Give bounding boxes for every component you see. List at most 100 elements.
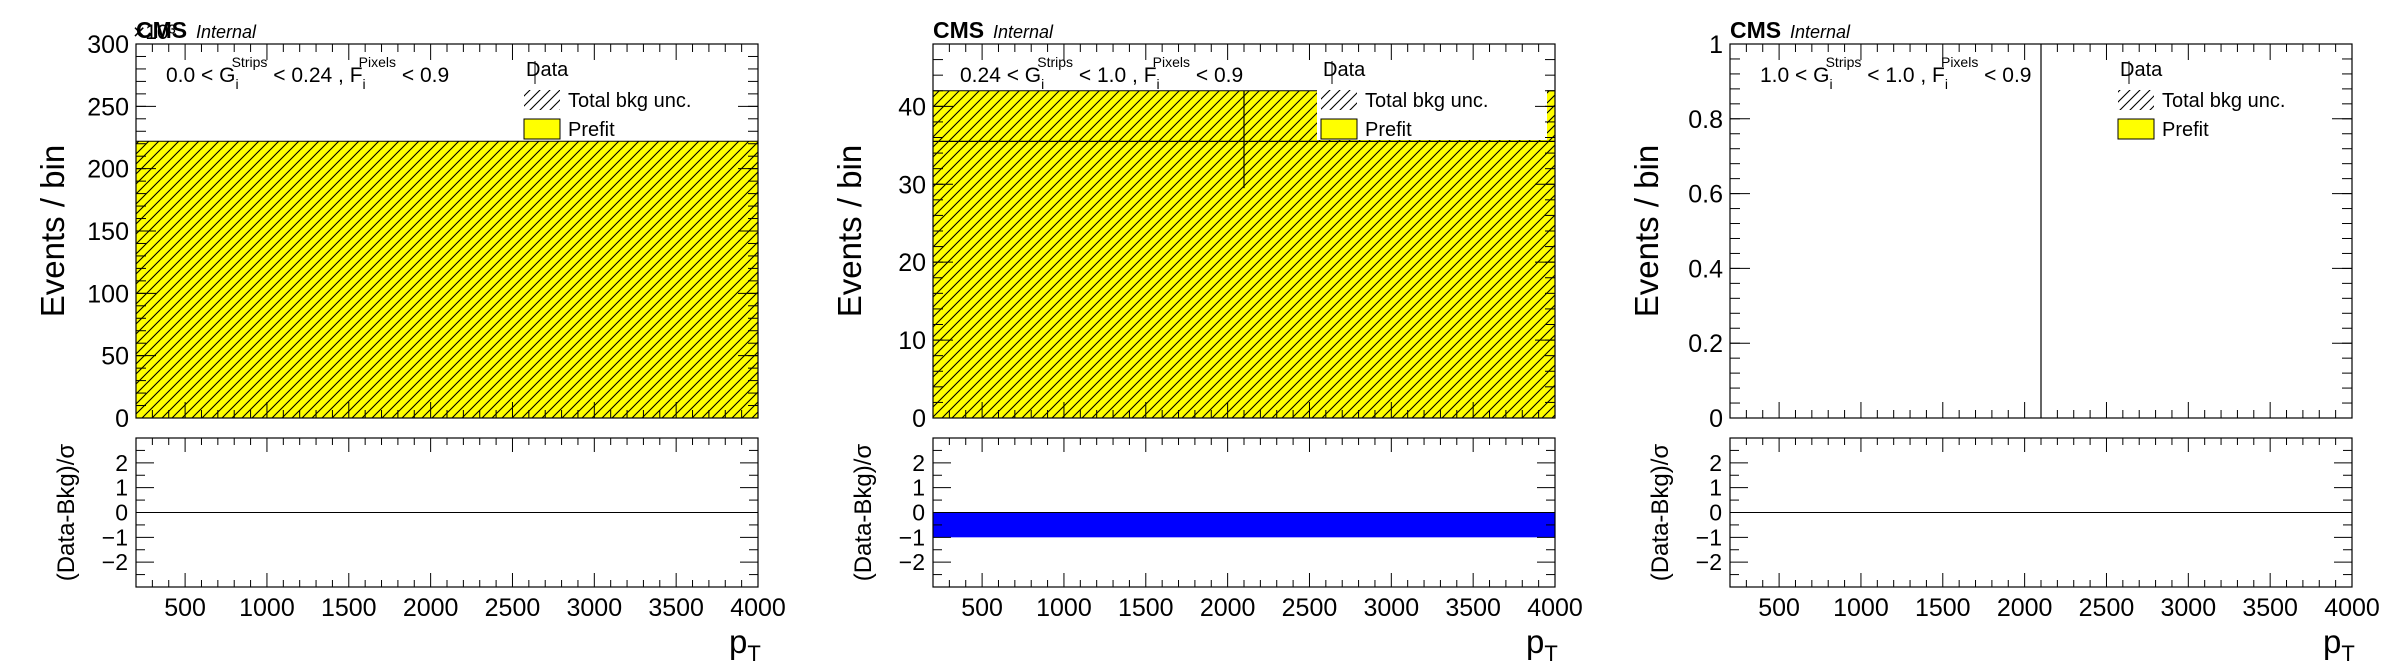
- region-label: 1.0 < GiStrips < 1.0 , FiPixels < 0.9: [1760, 54, 2031, 92]
- region-g-sup: Strips: [232, 54, 268, 70]
- cms-label: CMS: [933, 17, 984, 43]
- region-post: < 0.9: [1190, 64, 1243, 87]
- x-axis-title-main: p: [1526, 623, 1544, 660]
- legend-unc-swatch: [524, 90, 560, 110]
- ratio-y-tick-label-3: 1: [1709, 475, 1722, 501]
- panel-3: Data Total bkg unc. Prefit 1.0 < Gi Strips <…: [1628, 17, 2380, 666]
- region-g-sub: i: [1829, 76, 1832, 92]
- legend-data-label: Data: [2120, 59, 2163, 81]
- y-tick-label-0: 0: [115, 405, 129, 433]
- y-exponent: ×10³: [133, 21, 176, 44]
- x-tick-label-0: 500: [1758, 594, 1800, 622]
- region-post: < 0.9: [396, 64, 449, 87]
- x-axis-title-sub: T: [1544, 641, 1557, 666]
- ratio-y-tick-label-4: 2: [1709, 450, 1722, 476]
- x-tick-label-7: 4000: [2324, 594, 2380, 622]
- y-axis-title: Events / bin: [34, 145, 71, 317]
- internal-label: Internal: [993, 22, 1054, 42]
- region-f-sub: i: [363, 76, 366, 92]
- x-tick-label-4: 2500: [485, 594, 541, 622]
- x-axis-title: pT: [2323, 623, 2355, 666]
- legend-prefit-label: Prefit: [2162, 119, 2209, 141]
- region-mid: < 0.24 , F: [267, 64, 362, 87]
- ratio-y-tick-label-2: 0: [912, 500, 925, 526]
- y-tick-label-0: 0: [912, 405, 926, 433]
- x-tick-label-5: 3000: [567, 594, 623, 622]
- ratio-y-axis-title: (Data-Bkg)/σ: [850, 444, 877, 582]
- region-f-sub: i: [1157, 76, 1160, 92]
- ratio-y-tick-label-4: 2: [115, 450, 128, 476]
- ratio-y-tick-label-3: 1: [912, 475, 925, 501]
- x-axis-title-main: p: [729, 623, 747, 660]
- region-pre: 1.0 < G: [1760, 64, 1829, 87]
- cms-label: CMS: [1730, 17, 1781, 43]
- x-tick-label-1: 1000: [239, 594, 295, 622]
- legend-prefit-label: Prefit: [568, 119, 615, 141]
- cms-label: CMS: [136, 17, 187, 43]
- legend-unc-label: Total bkg unc.: [568, 90, 691, 112]
- x-tick-label-1: 1000: [1036, 594, 1092, 622]
- bkg-unc-band-0: [136, 141, 758, 419]
- x-tick-label-0: 500: [961, 594, 1003, 622]
- x-tick-label-2: 1500: [321, 594, 377, 622]
- region-f-sup: Pixels: [1153, 54, 1190, 70]
- pull-bar-0: [933, 512, 1555, 538]
- y-tick-label-2: 100: [87, 280, 129, 308]
- x-axis-title-main: p: [2323, 623, 2341, 660]
- y-tick-label-4: 0.8: [1688, 106, 1723, 134]
- legend-prefit-swatch: [2117, 118, 2155, 140]
- y-tick-label-5: 1: [1709, 31, 1723, 59]
- x-tick-label-2: 1500: [1915, 594, 1971, 622]
- y-tick-label-3: 0.6: [1688, 181, 1723, 209]
- ratio-y-tick-label-0: −2: [102, 549, 128, 575]
- y-tick-label-3: 150: [87, 218, 129, 246]
- legend-unc-swatch: [1321, 90, 1357, 110]
- y-tick-label-6: 300: [87, 31, 129, 59]
- x-tick-label-6: 3500: [2242, 594, 2298, 622]
- legend-unc-swatch: [2118, 90, 2154, 110]
- ratio-y-tick-label-3: 1: [115, 475, 128, 501]
- x-axis-title: pT: [1526, 623, 1558, 666]
- x-tick-label-4: 2500: [1282, 594, 1338, 622]
- x-tick-label-3: 2000: [1200, 594, 1256, 622]
- legend-data-label: Data: [526, 59, 569, 81]
- y-tick-label-1: 50: [101, 343, 129, 371]
- legend-prefit-swatch: [523, 118, 561, 140]
- x-tick-label-1: 1000: [1833, 594, 1889, 622]
- ratio-y-tick-label-0: −2: [1696, 549, 1722, 575]
- legend-unc-label: Total bkg unc.: [1365, 90, 1488, 112]
- y-axis-title: Events / bin: [831, 145, 868, 317]
- ratio-y-axis-title: (Data-Bkg)/σ: [1647, 444, 1674, 582]
- legend-unc-label: Total bkg unc.: [2162, 90, 2285, 112]
- region-g-sub: i: [235, 76, 238, 92]
- y-tick-label-2: 0.4: [1688, 255, 1723, 283]
- region-g-sup: Strips: [1826, 54, 1862, 70]
- y-tick-label-3: 30: [898, 171, 926, 199]
- region-post: < 0.9: [1978, 64, 2031, 87]
- region-mid: < 1.0 , F: [1861, 64, 1944, 87]
- ratio-y-tick-label-1: −1: [899, 524, 925, 550]
- ratio-y-tick-label-2: 0: [115, 500, 128, 526]
- x-tick-label-0: 500: [164, 594, 206, 622]
- legend-prefit-label: Prefit: [1365, 119, 1412, 141]
- internal-label: Internal: [1790, 22, 1851, 42]
- ratio-y-tick-label-0: −2: [899, 549, 925, 575]
- ratio-y-tick-label-1: −1: [1696, 524, 1722, 550]
- x-tick-label-6: 3500: [648, 594, 704, 622]
- y-tick-label-4: 200: [87, 156, 129, 184]
- x-axis-title: pT: [729, 623, 761, 666]
- x-axis-title-sub: T: [747, 641, 760, 666]
- region-f-sup: Pixels: [359, 54, 396, 70]
- region-g-sup: Strips: [1037, 54, 1073, 70]
- y-tick-label-4: 40: [898, 93, 926, 121]
- x-tick-label-3: 2000: [403, 594, 459, 622]
- ratio-y-tick-label-2: 0: [1709, 500, 1722, 526]
- legend-prefit-swatch: [1320, 118, 1358, 140]
- x-tick-label-4: 2500: [2079, 594, 2135, 622]
- region-pre: 0.0 < G: [166, 64, 235, 87]
- x-axis-title-sub: T: [2341, 641, 2354, 666]
- legend-data-label: Data: [1323, 59, 1366, 81]
